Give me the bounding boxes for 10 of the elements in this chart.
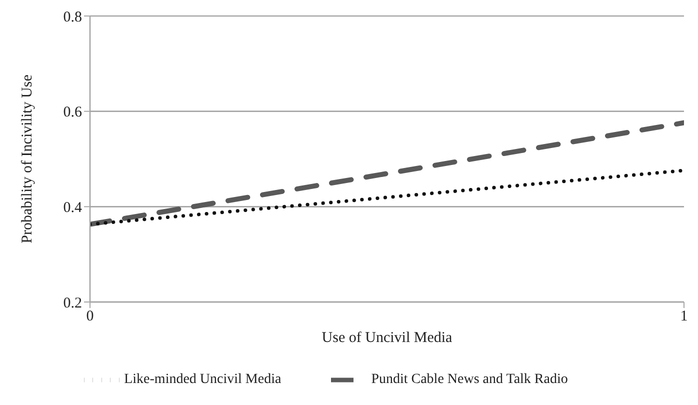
y-tick-label: 0.4 [63, 200, 82, 216]
y-tick-label: 0.6 [63, 104, 82, 121]
x-tick-label: 1 [680, 308, 688, 325]
y-tick-label: 0.2 [63, 295, 82, 312]
y-axis-title: Probability of Incivility Use [19, 74, 36, 244]
legend-label: Pundit Cable News and Talk Radio [371, 372, 568, 388]
y-tick-label: 0.8 [63, 9, 82, 26]
x-tick-label: 0 [86, 308, 94, 325]
legend-label: Like-minded Uncivil Media [124, 372, 282, 388]
x-axis-title: Use of Uncivil Media [322, 330, 453, 346]
